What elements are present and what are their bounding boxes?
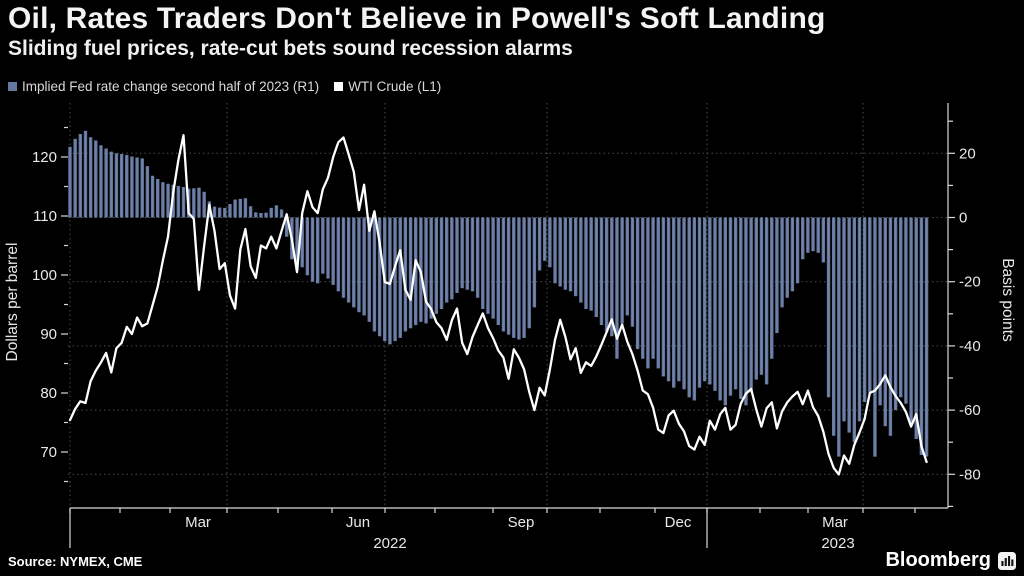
page-title: Oil, Rates Traders Don't Believe in Powe…: [8, 2, 826, 35]
right-axis-tick-label: -80: [959, 466, 981, 483]
source-note: Source: NYMEX, CME: [8, 554, 143, 569]
line-series-swatch-icon: [334, 82, 344, 91]
left-axis-title: Dollars per barrel: [4, 243, 21, 362]
right-axis-tick-label: 20: [959, 145, 976, 162]
legend-label-wti: WTI Crude (L1): [348, 79, 442, 94]
legend-item-fed-bars: Implied Fed rate change second half of 2…: [8, 79, 319, 94]
x-axis-month-label: Mar: [822, 514, 848, 531]
right-axis-tick-label: -20: [959, 274, 981, 291]
left-axis-tick-label: 120: [32, 149, 57, 166]
x-axis-month-label: Sep: [508, 514, 535, 531]
wti-line: [68, 134, 928, 476]
x-axis-month-label: Dec: [665, 514, 692, 531]
bar-series-swatch-icon: [8, 82, 17, 91]
x-axis-month-label: Mar: [185, 514, 211, 531]
right-axis-tick-label: 0: [959, 210, 967, 227]
right-axis-tick-label: -40: [959, 338, 981, 355]
x-axis-month-label: Jun: [346, 514, 370, 531]
x-axis-year-label: 2022: [373, 535, 406, 552]
left-axis-tick-label: 100: [32, 267, 57, 284]
legend: Implied Fed rate change second half of 2…: [8, 79, 456, 94]
axes: [61, 103, 955, 548]
x-axis-year-label: 2023: [821, 535, 854, 552]
left-axis-tick-label: 70: [40, 444, 57, 461]
bloomberg-wordmark: Bloomberg: [885, 549, 991, 571]
right-axis-title: Basis points: [999, 258, 1016, 342]
legend-label-fed-bars: Implied Fed rate change second half of 2…: [22, 79, 320, 94]
axis-tick-labels: 120 110 100 90 80 70 20 0 -20 -40 -60 -80 Mar Jun Sep D…: [32, 145, 981, 552]
left-axis-tick-label: 90: [40, 326, 57, 343]
left-axis-tick-label: 110: [33, 208, 57, 225]
legend-item-wti: WTI Crude (L1): [334, 79, 441, 94]
right-axis-tick-label: -60: [959, 402, 981, 419]
bloomberg-terminal-icon: [998, 551, 1016, 570]
fed-rate-bars: [68, 130, 929, 457]
left-axis-tick-label: 80: [40, 385, 57, 402]
page-subtitle: Sliding fuel prices, rate-cut bets sound…: [8, 37, 573, 60]
bloomberg-brand: Bloomberg: [885, 549, 1016, 572]
